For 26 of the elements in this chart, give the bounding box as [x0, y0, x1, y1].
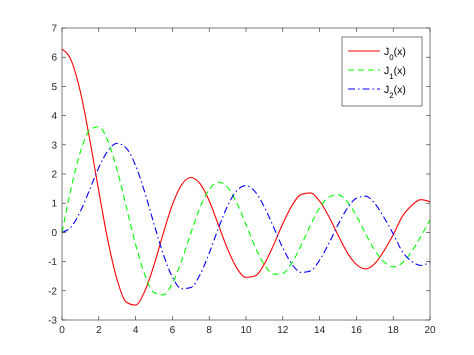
- y-tick-label: 3: [51, 140, 58, 152]
- x-tick-label: 14: [314, 325, 326, 336]
- x-tick-label: 16: [350, 325, 362, 336]
- line-series: [61, 48, 431, 306]
- legend-label: J$_{2}$(x): [384, 84, 406, 100]
- y-tick-label: 5: [51, 82, 58, 93]
- y-tick-label: -2: [48, 286, 58, 298]
- legend-label: J$_{1}$(x): [384, 65, 406, 80]
- x-tick-label: 10: [240, 325, 252, 336]
- x-tick-label: 8: [206, 325, 212, 336]
- x-tick-label: 4: [132, 325, 139, 336]
- y-tick-label: 1: [51, 198, 58, 210]
- x-tick-label: 20: [424, 325, 436, 336]
- y-tick-label: -3: [48, 316, 58, 326]
- y-tick-label: -1: [48, 257, 58, 268]
- x-tick-label: 12: [277, 325, 289, 336]
- y-tick-label: 0: [51, 228, 58, 239]
- x-tick-label: 18: [388, 325, 400, 336]
- x-tick-label: 0: [59, 325, 66, 336]
- x-tick-label: 6: [170, 325, 176, 336]
- y-tick-label: 4: [51, 111, 58, 122]
- x-tick-label: 2: [96, 325, 102, 336]
- y-tick-label: 7: [51, 24, 58, 34]
- y-tick-label: 6: [51, 52, 58, 64]
- legend-label: J$_{0}$(x): [384, 46, 406, 62]
- y-tick-label: 2: [51, 170, 58, 180]
